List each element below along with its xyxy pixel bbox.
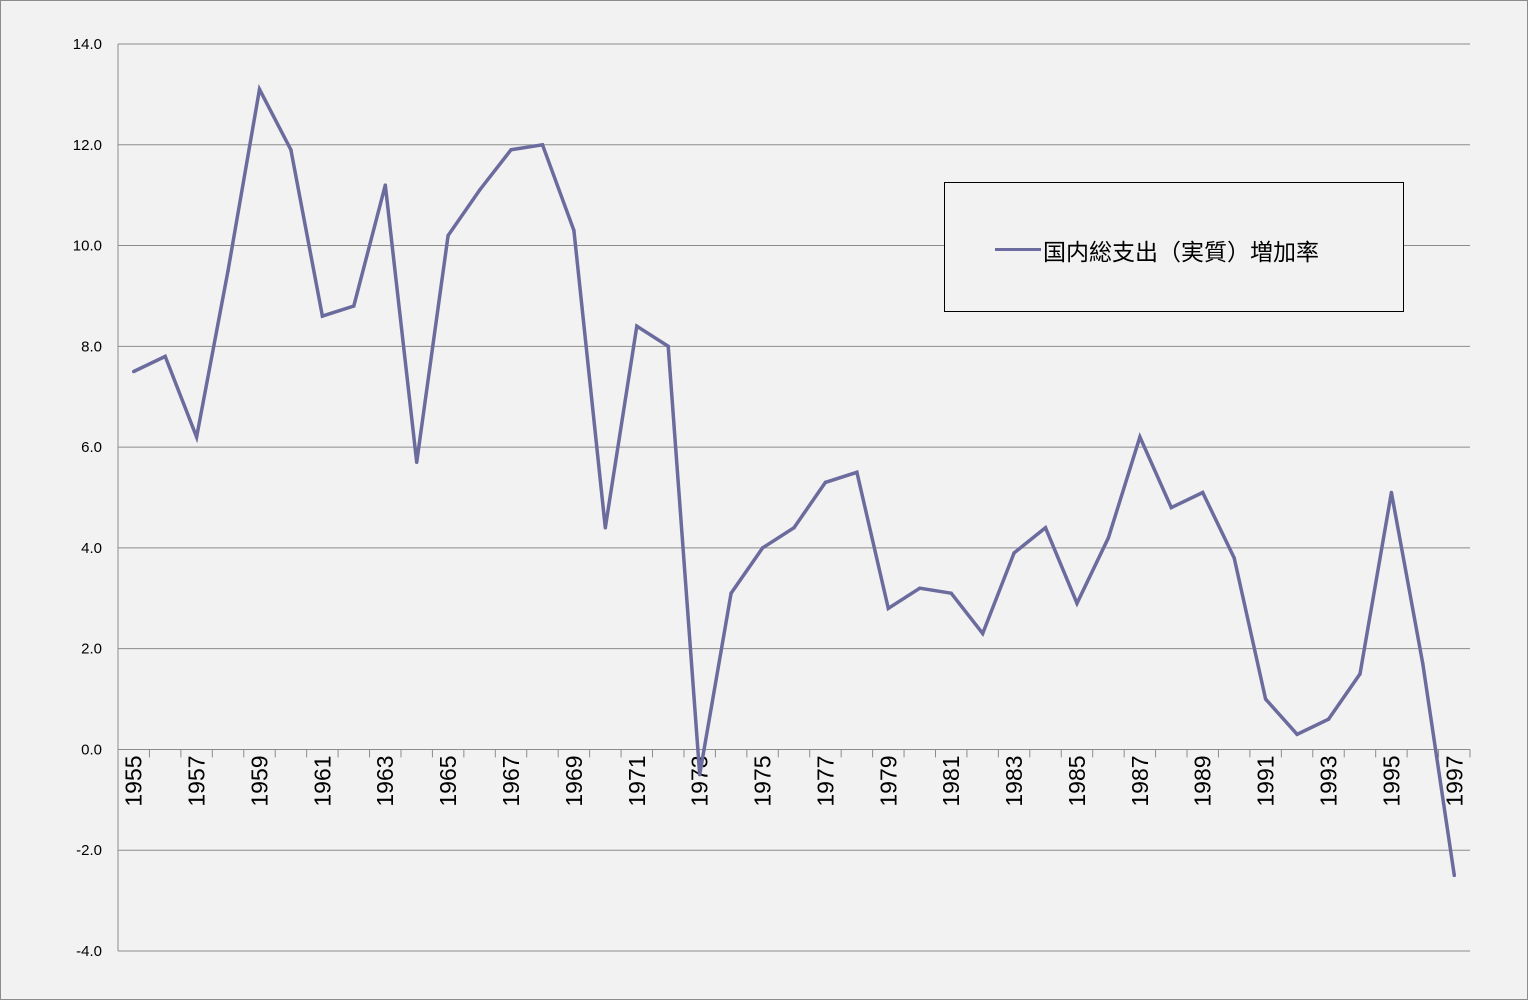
data-point [918, 586, 922, 590]
data-point [1326, 717, 1331, 721]
x-tick-label: 1995 [1378, 755, 1404, 806]
legend-swatch [995, 248, 1041, 251]
y-tick-label: 6.0 [81, 439, 102, 456]
x-tick-label: 1981 [938, 755, 964, 806]
y-axis-ticks: 14.0 12.0 10.0 8.0 6.0 4.0 2.0 0.0 -2.0 -4.0 [73, 36, 102, 960]
y-tick-label: -4.0 [76, 943, 102, 960]
data-point [1075, 601, 1079, 606]
x-tick-label: 1971 [624, 755, 650, 806]
x-tick-label: 1997 [1441, 755, 1467, 806]
x-tick-label: 1989 [1190, 755, 1216, 806]
x-axis-ticks: 1955 1957 1959 1961 1963 1965 1967 1969 1971 1973… [121, 755, 1468, 806]
data-point [131, 369, 136, 374]
series-layer [131, 83, 1457, 878]
data-point [1169, 505, 1174, 510]
x-tick-label: 1979 [875, 755, 901, 806]
y-tick-label: -2.0 [76, 842, 102, 859]
x-tick-label: 1961 [309, 755, 335, 806]
data-point [446, 233, 450, 238]
x-tick-label: 1967 [498, 755, 524, 806]
data-point [603, 525, 608, 530]
data-point [477, 188, 482, 192]
data-point [163, 354, 167, 359]
x-tick-label: 1975 [750, 755, 776, 806]
data-point [1012, 551, 1016, 555]
legend: 国内総支出（実質）増加率 [944, 182, 1404, 312]
data-point [697, 772, 702, 777]
data-point [886, 606, 891, 611]
data-point [1295, 732, 1299, 737]
data-point [980, 631, 985, 636]
data-point [1043, 525, 1048, 530]
data-point [194, 435, 199, 439]
data-point [635, 324, 639, 328]
x-tick-label: 1955 [121, 755, 147, 806]
x-axis [117, 748, 1471, 758]
x-tick-label: 1985 [1064, 755, 1090, 806]
legend-label: 国内総支出（実質）増加率 [1043, 240, 1319, 266]
data-point [1421, 662, 1425, 666]
data-point [855, 470, 859, 475]
y-tick-label: 10.0 [73, 238, 102, 255]
data-point [1452, 873, 1457, 878]
data-point [1263, 697, 1268, 701]
data-point [760, 546, 765, 550]
data-point [792, 525, 796, 530]
data-point [949, 591, 953, 595]
data-point [1232, 556, 1236, 560]
data-point [1138, 435, 1142, 439]
data-point [257, 87, 262, 92]
data-point [1200, 490, 1205, 495]
x-tick-label: 1991 [1253, 755, 1279, 806]
data-point [226, 269, 230, 273]
x-tick-label: 1965 [435, 755, 461, 806]
y-tick-label: 0.0 [81, 741, 102, 758]
data-point [729, 591, 733, 595]
data-point [320, 314, 325, 318]
data-point [1358, 672, 1362, 676]
x-tick-label: 1993 [1316, 755, 1342, 806]
data-point [289, 148, 293, 152]
x-tick-label: 1983 [1001, 755, 1027, 806]
data-point [1389, 490, 1394, 495]
y-tick-label: 8.0 [81, 338, 102, 355]
x-tick-label: 1969 [561, 755, 587, 806]
x-tick-label: 1987 [1127, 755, 1153, 806]
y-tick-label: 4.0 [81, 540, 102, 557]
x-tick-label: 1957 [184, 755, 210, 806]
gridlines [117, 43, 1470, 952]
data-point [509, 148, 513, 152]
data-point [823, 480, 828, 485]
data-point [383, 183, 388, 187]
x-tick-label: 1963 [372, 755, 398, 806]
y-tick-label: 12.0 [73, 137, 102, 154]
data-point [540, 143, 545, 147]
x-tick-label: 1959 [246, 755, 272, 806]
data-point [414, 460, 419, 464]
x-tick-label: 1977 [812, 755, 838, 806]
data-point [572, 228, 576, 233]
data-point [1106, 536, 1111, 540]
data-point [352, 304, 356, 308]
y-tick-label: 2.0 [81, 641, 102, 658]
data-point [666, 344, 670, 349]
y-tick-label: 14.0 [73, 36, 102, 53]
